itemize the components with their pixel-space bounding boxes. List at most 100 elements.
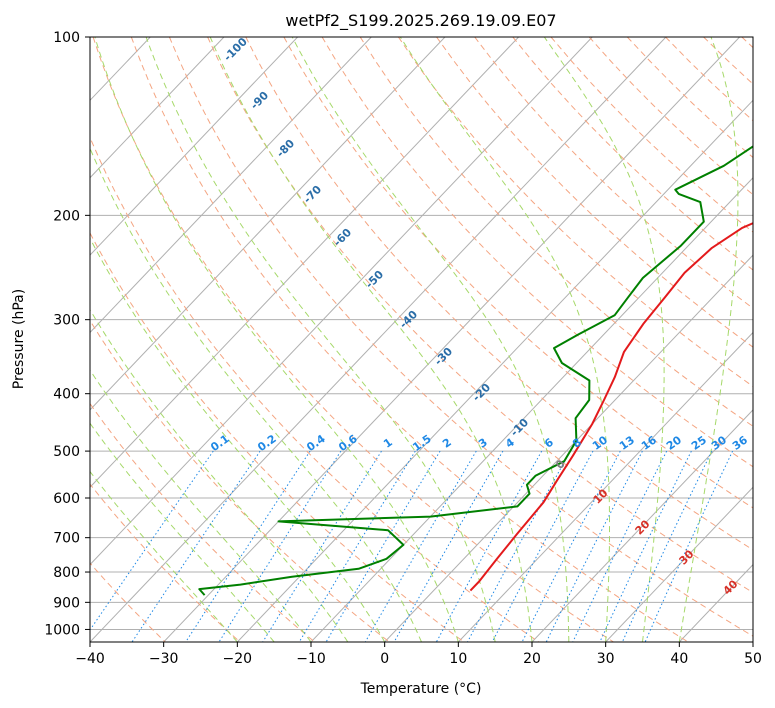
dry-adiabat	[90, 136, 540, 642]
moist-adiabat	[94, 37, 459, 642]
dry-adiabat	[321, 37, 753, 468]
mixing-ratio-label: 30	[709, 433, 729, 453]
dry-adiabat	[130, 37, 690, 642]
y-tick-label: 700	[53, 531, 80, 547]
isotherm-line	[605, 486, 753, 642]
x-tick-label: −40	[75, 651, 105, 667]
dry-adiabat	[397, 37, 753, 388]
dry-adiabat-label: -30	[432, 345, 455, 368]
dry-adiabat-label: -40	[397, 308, 420, 331]
isotherm-line	[90, 37, 593, 566]
moist-adiabat	[145, 37, 496, 642]
y-tick-label: 500	[53, 444, 80, 460]
mixing-ratio-line	[325, 450, 441, 642]
x-tick-label: 40	[670, 651, 688, 667]
isotherm-line	[90, 37, 372, 334]
mixing-ratio-label: 13	[617, 433, 637, 452]
dry-adiabat-label: -10	[508, 416, 531, 439]
x-tick-label: 10	[449, 651, 467, 667]
moist-adiabat	[543, 37, 665, 642]
isotherm-line	[752, 641, 753, 642]
isotherm-line	[90, 37, 667, 642]
mixing-ratio-line	[644, 450, 734, 642]
x-tick-label: 50	[744, 651, 762, 667]
mixing-ratio-line	[393, 450, 504, 642]
y-tick-label: 200	[53, 208, 80, 224]
y-axis: 100 200 300 400 500 600 700 800 900 1000	[44, 30, 90, 638]
mixing-ratio-label: 20	[664, 433, 684, 453]
dry-adiabats	[90, 37, 753, 642]
mixing-ratio-line	[90, 450, 214, 631]
moist-adiabat	[209, 37, 533, 642]
x-tick-label: 30	[597, 651, 615, 667]
y-tick-label: 400	[53, 387, 80, 403]
moist-adiabat	[291, 37, 570, 642]
mixing-ratio-line	[466, 450, 571, 642]
x-tick-label: 0	[380, 651, 389, 667]
dry-adiabat	[90, 231, 465, 642]
isotherm-gridlines	[0, 37, 753, 642]
isotherm-line	[384, 254, 753, 642]
dry-adiabat	[90, 483, 241, 642]
plot-frame	[89, 36, 754, 643]
mixing-ratio-line	[545, 450, 643, 642]
sounding-profiles	[198, 145, 753, 596]
moist-adiabat	[90, 422, 275, 642]
mixing-ratio-label: 16	[639, 433, 659, 453]
dry-adiabat	[436, 37, 753, 348]
mixing-ratio-label: 3	[476, 436, 490, 451]
dry-adiabat	[245, 37, 753, 551]
y-tick-label: 1000	[44, 622, 80, 638]
mixing-ratio-line	[185, 450, 311, 642]
dry-adiabat	[90, 402, 316, 642]
mixing-ratio-label: 1	[381, 436, 395, 451]
x-axis-label: Temperature (°C)	[360, 681, 482, 697]
dry-adiabat	[703, 37, 753, 85]
dry-adiabat	[359, 37, 753, 427]
dry-adiabat	[92, 37, 615, 642]
dry-adiabat	[741, 37, 753, 49]
y-tick-label: 900	[53, 595, 80, 611]
x-tick-label: −30	[149, 651, 179, 667]
isotherm-line	[90, 37, 519, 488]
mixing-ratio-label: 36	[730, 433, 750, 453]
mixing-ratio-label: 6	[542, 435, 556, 450]
moist-adiabat	[90, 147, 422, 642]
moist-adiabat	[90, 369, 312, 642]
mixing-ratio-line	[131, 450, 261, 642]
moist-adiabats	[90, 37, 739, 642]
mixing-ratio-lines	[90, 450, 734, 642]
series-dewpoint-line	[198, 145, 753, 596]
isotherm-line	[0, 37, 3, 642]
isobar-gridlines	[90, 37, 753, 630]
isotherm-line	[90, 37, 446, 411]
isotherm-line	[90, 37, 298, 256]
x-axis: −40 −30 −20 −10 0 10 20 30 40 50	[75, 642, 762, 667]
mixing-ratio-line	[262, 450, 382, 642]
y-tick-label: 100	[53, 30, 80, 46]
isotherm-line	[90, 37, 225, 179]
line-annotations: 0.1 0.2 0.4 0.6 1 1.5 2 3 4 6 8 10 13 16 20 25 30 36-100-…	[208, 35, 750, 598]
y-tick-label: 600	[53, 491, 80, 507]
dry-adiabat	[474, 37, 753, 309]
moist-adiabat	[90, 237, 386, 642]
x-tick-label: −20	[223, 651, 253, 667]
isotherm-line	[163, 37, 740, 642]
moist-adiabat-label: 10	[591, 486, 611, 506]
moist-adiabat	[678, 37, 739, 642]
isotherm-line	[236, 99, 753, 642]
mixing-ratio-line	[599, 450, 692, 642]
mixing-ratio-line	[364, 450, 477, 642]
dry-adiabat	[90, 319, 391, 642]
mixing-ratio-line	[435, 450, 543, 642]
plot-area: 0.1 0.2 0.4 0.6 1 1.5 2 3 4 6 8 10 13 16 20 25 30 36-100-…	[0, 35, 753, 642]
x-tick-label: −10	[296, 651, 326, 667]
chart-title: wetPf2_S199.2025.269.19.09.E07	[285, 11, 556, 31]
mixing-ratio-label: 25	[689, 433, 709, 452]
dry-adiabat-label: -100	[221, 35, 250, 64]
isotherm-line	[310, 176, 753, 642]
mixing-ratio-line	[218, 450, 342, 642]
isotherm-line	[457, 331, 753, 642]
mixing-ratio-label: 2	[440, 436, 454, 451]
